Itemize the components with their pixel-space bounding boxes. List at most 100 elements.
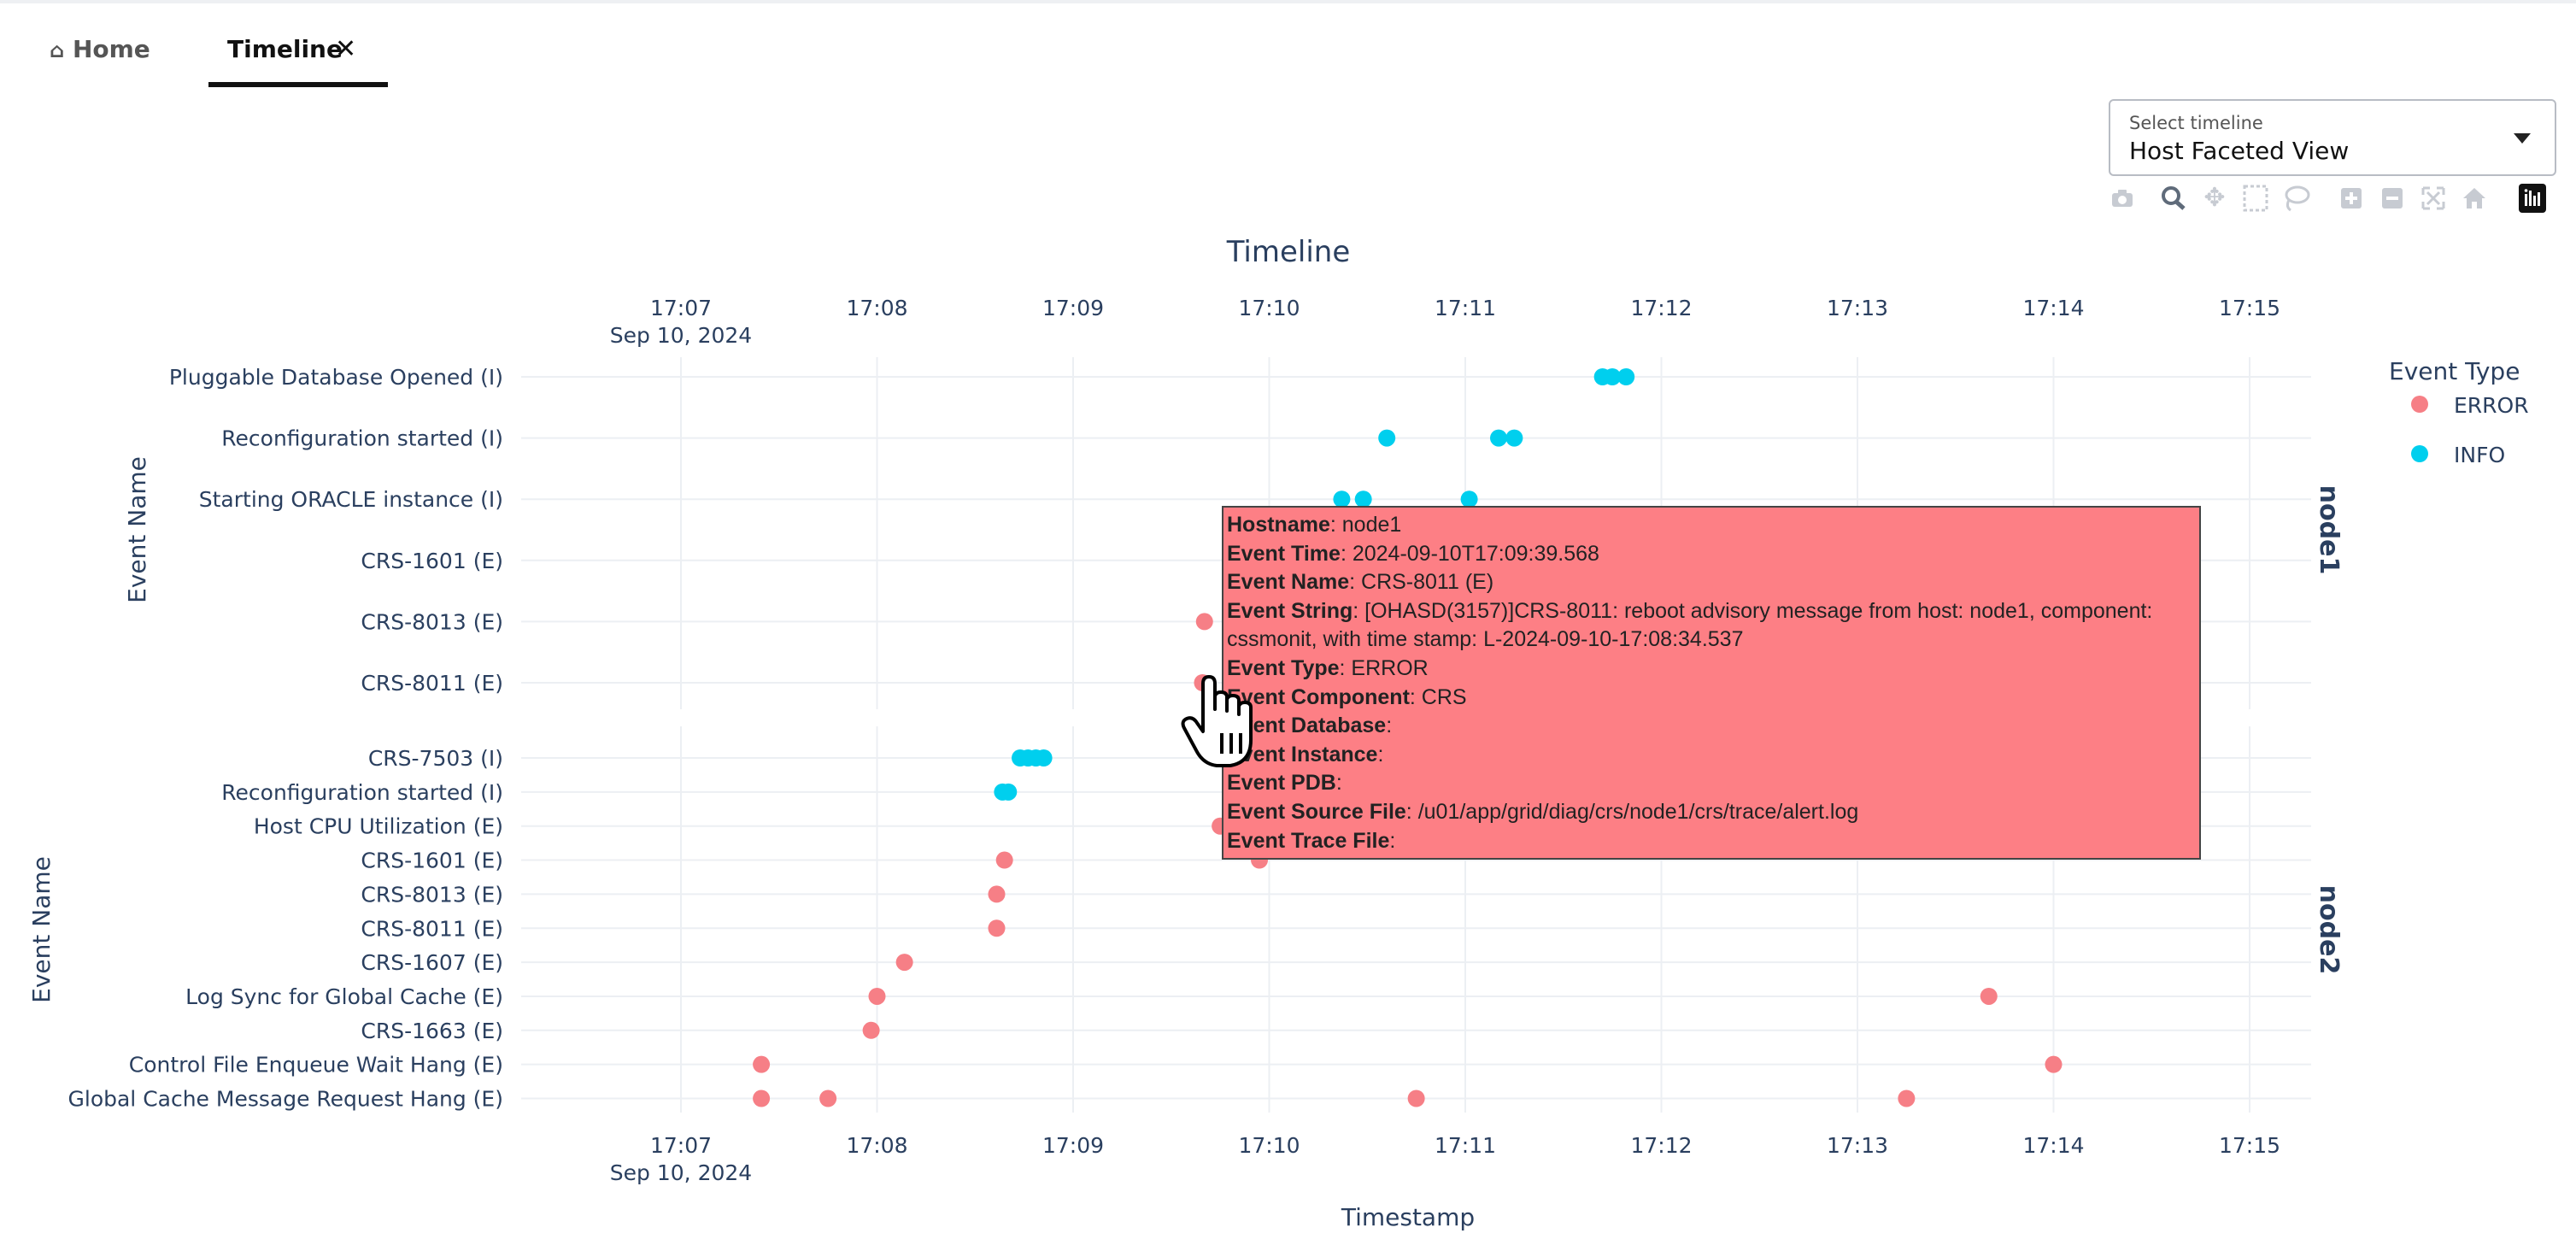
y-category-label: CRS-7503 (I) xyxy=(368,746,503,771)
data-point-info[interactable] xyxy=(1460,490,1478,508)
box-select-icon[interactable] xyxy=(2240,181,2271,215)
modebar: ✥ xyxy=(2107,181,2560,215)
tooltip-value: : 2024-09-10T17:09:39.568 xyxy=(1340,541,1599,566)
tooltip-value: : node1 xyxy=(1329,513,1402,537)
tooltip-value: : ERROR xyxy=(1339,655,1429,680)
tooltip-key: Event Name xyxy=(1227,570,1350,595)
tooltip-key: Event Database xyxy=(1227,714,1387,738)
tooltip-row: Event Type: ERROR xyxy=(1227,655,2196,684)
hand-cursor-icon xyxy=(1181,675,1253,767)
plotly-logo-icon[interactable] xyxy=(2519,184,2546,213)
camera-icon[interactable] xyxy=(2107,181,2138,215)
lasso-icon[interactable] xyxy=(2281,181,2312,215)
timeline-select[interactable]: Select timeline Host Faceted View xyxy=(2109,99,2556,176)
timeline-select-label: Select timeline xyxy=(2129,113,2263,133)
data-point-info[interactable] xyxy=(1000,783,1018,801)
zoom-in-icon[interactable] xyxy=(2336,181,2367,215)
tooltip-key: Event Source File xyxy=(1227,799,1406,824)
x-tick-label-bottom: 17:11 xyxy=(1435,1133,1496,1158)
tooltip-row: Hostname: node1 xyxy=(1227,511,2196,540)
tooltip-value: : CRS-8011 (E) xyxy=(1349,570,1494,595)
y-category-label: CRS-8013 (E) xyxy=(361,609,503,634)
x-tick-label-top: 17:15 xyxy=(2219,296,2280,320)
x-tick-label-bottom: 17:12 xyxy=(1630,1133,1692,1158)
y-category-label: Host CPU Utilization (E) xyxy=(254,814,503,839)
data-point-error[interactable] xyxy=(753,1055,771,1073)
data-point-info[interactable] xyxy=(1604,368,1622,385)
data-point-error[interactable] xyxy=(862,1021,880,1039)
y-category-label: CRS-8013 (E) xyxy=(361,882,503,907)
data-point-error[interactable] xyxy=(2045,1055,2063,1073)
y-category-label: Log Sync for Global Cache (E) xyxy=(185,984,503,1009)
tooltip-value: : /u01/app/grid/diag/crs/node1/crs/trace… xyxy=(1405,799,1859,824)
category-labels: Pluggable Database Opened (I) Reconfigura… xyxy=(68,365,504,1112)
x-tick-label-top: 17:12 xyxy=(1630,296,1692,320)
close-icon[interactable]: ✕ xyxy=(335,34,357,64)
timeline-select-value: Host Faceted View xyxy=(2129,137,2350,165)
data-point-info[interactable] xyxy=(1617,368,1635,385)
tooltip-row: Event Database: xyxy=(1227,712,2196,741)
x-tick-label-bottom: 17:09 xyxy=(1042,1133,1104,1158)
data-point-error[interactable] xyxy=(988,885,1006,903)
tooltip-value: : xyxy=(1377,742,1384,766)
active-tab-indicator xyxy=(208,82,388,87)
data-point-info[interactable] xyxy=(1333,490,1351,508)
data-point-error[interactable] xyxy=(895,954,913,972)
data-point-error[interactable] xyxy=(1980,987,1998,1005)
tooltip-row: Event Instance: xyxy=(1227,741,2196,770)
data-point-error[interactable] xyxy=(1195,613,1213,631)
zoom-icon[interactable] xyxy=(2158,181,2189,215)
top-border xyxy=(0,0,2576,3)
legend-item-info[interactable]: INFO xyxy=(2411,443,2505,467)
y-category-label: CRS-1663 (E) xyxy=(361,1019,503,1043)
data-point-info[interactable] xyxy=(1490,429,1508,447)
x-tick-label-top: 17:08 xyxy=(846,296,907,320)
autoscale-icon[interactable] xyxy=(2418,181,2449,215)
tab-home[interactable]: ⌂ Home xyxy=(50,29,150,70)
y-category-label: Global Cache Message Request Hang (E) xyxy=(68,1087,504,1112)
zoom-out-icon[interactable] xyxy=(2377,181,2408,215)
pan-icon[interactable]: ✥ xyxy=(2203,183,2226,213)
data-point-error[interactable] xyxy=(868,987,886,1005)
x-tick-label-bottom: 17:10 xyxy=(1238,1133,1300,1158)
data-point-info[interactable] xyxy=(1035,749,1053,766)
legend-title: Event Type xyxy=(2389,357,2520,385)
x-tick-label-bottom: 17:15 xyxy=(2219,1133,2280,1158)
facet-label-node1: node1 xyxy=(2314,485,2344,575)
y-category-label: Reconfiguration started (I) xyxy=(221,780,503,805)
hover-tooltip: Hostname: node1 Event Time: 2024-09-10T17… xyxy=(1222,506,2201,860)
x-tick-label-top: 17:13 xyxy=(1827,296,1888,320)
x-tick-label-bottom: 17:14 xyxy=(2022,1133,2084,1158)
tooltip-value: : xyxy=(1389,828,1396,853)
tab-home-label: Home xyxy=(72,35,150,63)
x-tick-label-top: 17:07 xyxy=(650,296,712,320)
y-category-label: CRS-1607 (E) xyxy=(361,950,503,975)
tooltip-value: : CRS xyxy=(1409,684,1467,709)
legend-item-error[interactable]: ERROR xyxy=(2411,393,2529,418)
tooltip-row: Event PDB: xyxy=(1227,769,2196,798)
tooltip-key: Event Time xyxy=(1227,541,1341,566)
data-point-info[interactable] xyxy=(1505,429,1523,447)
data-point-error[interactable] xyxy=(819,1089,837,1107)
tooltip-row: Event Trace File: xyxy=(1227,827,2196,856)
tooltip-row: Event Name: CRS-8011 (E) xyxy=(1227,568,2196,597)
legend: Event Type ERROR INFO xyxy=(2389,357,2529,467)
y-category-label: CRS-1601 (E) xyxy=(361,849,503,873)
tab-timeline[interactable]: Timeline xyxy=(208,29,388,70)
x-axis-title: Timestamp xyxy=(1341,1203,1475,1231)
x-tick-label-bottom: 17:08 xyxy=(846,1133,907,1158)
tooltip-key: Event Component xyxy=(1227,684,1410,709)
data-point-error[interactable] xyxy=(753,1089,771,1107)
data-point-info[interactable] xyxy=(1354,490,1372,508)
data-point-error[interactable] xyxy=(1898,1089,1916,1107)
x-tick-date-bottom: Sep 10, 2024 xyxy=(610,1160,752,1185)
data-point-info[interactable] xyxy=(1378,429,1396,447)
x-tick-date-top: Sep 10, 2024 xyxy=(610,323,752,348)
data-point-error[interactable] xyxy=(1407,1089,1425,1107)
data-point-error[interactable] xyxy=(988,919,1006,937)
tooltip-key: Event Type xyxy=(1227,655,1340,680)
data-point-error[interactable] xyxy=(995,851,1013,869)
y-category-label: CRS-8011 (E) xyxy=(361,916,503,941)
reset-axes-icon[interactable] xyxy=(2459,181,2490,215)
